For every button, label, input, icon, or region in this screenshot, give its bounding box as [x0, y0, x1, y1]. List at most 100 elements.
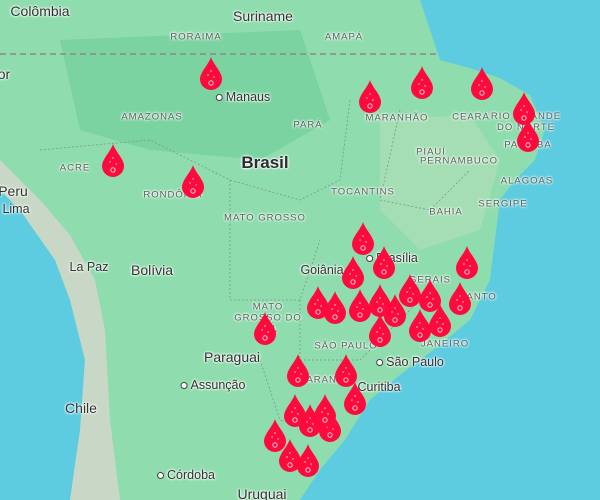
blood-drop-marker[interactable]: [253, 311, 277, 345]
blood-drop-marker[interactable]: [313, 393, 337, 427]
label-amapa: AMAPÁ: [324, 31, 364, 43]
dry-region: [380, 115, 500, 250]
blood-drop-icon: [419, 279, 441, 312]
label-curitiba: Curitiba: [357, 380, 401, 394]
label-colombia: Colômbia: [10, 3, 70, 19]
blood-drop-marker[interactable]: [296, 443, 320, 477]
label-rondonia: RONDÔNIA: [143, 189, 203, 201]
blood-drop-marker[interactable]: [418, 278, 442, 312]
blood-drop-marker[interactable]: [101, 143, 125, 177]
label-bolivia: Bolívia: [130, 262, 174, 278]
label-espirito-santo: SANTO: [459, 291, 497, 303]
blood-drop-marker[interactable]: [516, 118, 540, 152]
blood-drop-marker[interactable]: [341, 255, 365, 289]
label-sao-paulo-state: SÃO PAULO: [314, 340, 378, 352]
blood-drop-icon: [102, 144, 124, 177]
blood-drop-marker[interactable]: [368, 283, 392, 317]
blood-drop-marker[interactable]: [283, 393, 307, 427]
blood-drop-marker[interactable]: [368, 313, 392, 347]
label-uruguai: Uruguai: [237, 486, 287, 500]
blood-drop-marker[interactable]: [306, 285, 330, 319]
blood-drop-icon: [324, 291, 346, 324]
label-piaui: PIAUÍ: [416, 146, 446, 158]
label-ceara: CEARÁ: [452, 111, 490, 123]
blood-drop-icon: [307, 286, 329, 319]
state-borders: [39, 99, 471, 431]
label-rio-de-janeiro: JANEIRO: [420, 338, 470, 350]
label-alagoas: ALAGOAS: [500, 175, 554, 187]
blood-drop-icon: [254, 312, 276, 345]
amazon-region: [60, 30, 330, 160]
blood-drop-icon: [369, 284, 391, 317]
blood-drop-marker[interactable]: [278, 438, 302, 472]
label-chile: Chile: [65, 400, 97, 416]
blood-drop-marker[interactable]: [372, 245, 396, 279]
label-suriname: Suriname: [233, 8, 293, 24]
blood-drop-icon: [314, 394, 336, 427]
blood-drop-marker[interactable]: [334, 353, 358, 387]
blood-drop-icon: [409, 309, 431, 342]
label-goiania: Goiânia: [300, 263, 344, 277]
label-la-paz: La Paz: [69, 260, 109, 274]
blood-drop-marker[interactable]: [428, 303, 452, 337]
label-partial: or: [0, 66, 11, 82]
blood-drop-marker[interactable]: [298, 403, 322, 437]
blood-drop-icon: [264, 419, 286, 452]
blood-drop-icon: [369, 314, 391, 347]
label-roraima: RORAIMA: [170, 31, 222, 43]
blood-drop-icon: [297, 444, 319, 477]
label-tocantins: TOCANTINS: [331, 186, 395, 198]
label-bahia: BAHIA: [429, 206, 463, 218]
blood-drop-marker[interactable]: [351, 221, 375, 255]
blood-drop-marker[interactable]: [358, 79, 382, 113]
blood-drop-icon: [182, 165, 204, 198]
label-minas-gerais: GERAIS: [409, 275, 451, 286]
blood-drop-marker[interactable]: [448, 281, 472, 315]
blood-drop-icon: [342, 256, 364, 289]
label-mato-grosso: MATO GROSSO: [224, 212, 306, 224]
blood-drop-icon: [359, 80, 381, 113]
blood-drop-marker[interactable]: [263, 418, 287, 452]
blood-drop-icon: [284, 394, 306, 427]
blood-drop-marker[interactable]: [181, 164, 205, 198]
label-lima: Lima: [2, 202, 30, 216]
blood-drop-icon: [352, 222, 374, 255]
blood-drop-marker[interactable]: [199, 56, 223, 90]
label-pernambuco: PERNAMBUCO: [419, 155, 499, 167]
blood-drop-marker[interactable]: [323, 290, 347, 324]
blood-drop-icon: [344, 382, 366, 415]
andes-region: [0, 160, 120, 500]
blood-drop-icon: [411, 66, 433, 99]
blood-drop-marker[interactable]: [398, 273, 422, 307]
blood-drop-icon: [279, 439, 301, 472]
blood-drop-icon: [335, 354, 357, 387]
blood-drop-icon: [471, 67, 493, 100]
label-maranhao: MARANHÃO: [365, 112, 429, 124]
blood-drop-icon: [384, 294, 406, 327]
blood-drop-marker[interactable]: [383, 293, 407, 327]
label-sao-paulo: São Paulo: [376, 355, 444, 369]
label-peru: Peru: [0, 183, 28, 199]
label-para: PARÁ: [293, 119, 323, 131]
blood-drop-marker[interactable]: [470, 66, 494, 100]
coast-lagoon: [300, 0, 600, 500]
blood-drop-marker[interactable]: [343, 381, 367, 415]
blood-drop-marker[interactable]: [408, 308, 432, 342]
blood-drop-icon: [449, 282, 471, 315]
blood-drop-icon: [373, 246, 395, 279]
blood-drop-icon: [399, 274, 421, 307]
label-manaus: Manaus: [216, 90, 270, 104]
label-acre: ACRE: [59, 162, 91, 174]
blood-drop-icon: [429, 304, 451, 337]
blood-drop-marker[interactable]: [286, 353, 310, 387]
label-paraguai: Paraguai: [203, 349, 261, 365]
blood-drop-marker[interactable]: [348, 288, 372, 322]
label-assuncao: Assunção: [181, 378, 246, 392]
blood-drop-icon: [517, 119, 539, 152]
blood-drop-marker[interactable]: [455, 245, 479, 279]
label-cordoba: Córdoba: [157, 468, 215, 482]
blood-drop-marker[interactable]: [410, 65, 434, 99]
blood-drop-marker[interactable]: [512, 91, 536, 125]
